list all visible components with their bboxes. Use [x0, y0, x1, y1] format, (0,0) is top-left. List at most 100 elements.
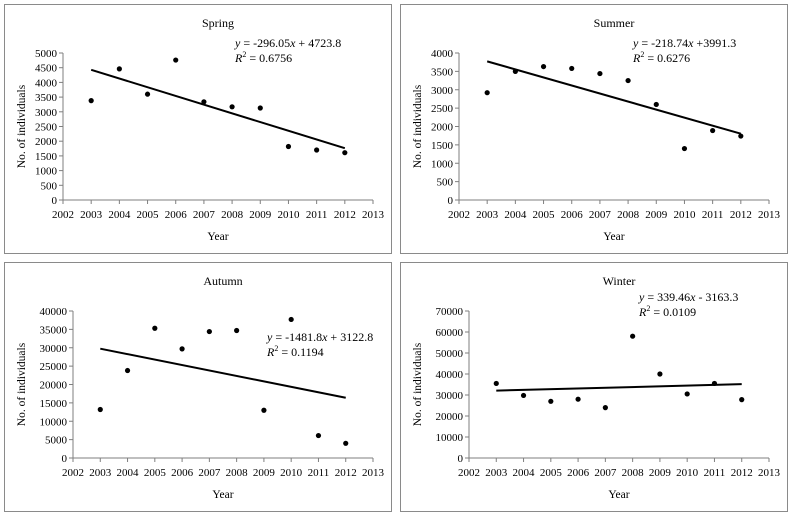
- x-tick-label-2007: 2007: [198, 467, 221, 479]
- x-tick-label-2011: 2011: [704, 467, 726, 479]
- y-tick-label-3500: 3500: [431, 66, 454, 78]
- y-tick-label-2000: 2000: [431, 122, 454, 134]
- r-squared: R2 = 0.6756: [234, 50, 292, 65]
- y-tick-label-1500: 1500: [35, 151, 58, 163]
- equation-intercept: - 3163.3: [695, 290, 738, 304]
- trendline: [496, 383, 742, 392]
- chart-autumn: Autumn 0 5000 10000 15000 20000 25000 30000 3500…: [16, 274, 385, 501]
- data-point-2009: [657, 371, 663, 377]
- y-tick-label-20000: 20000: [436, 411, 464, 423]
- x-tick-label-2005: 2005: [144, 467, 167, 479]
- x-tick-label-2012: 2012: [335, 467, 357, 479]
- data-point-2010: [684, 391, 690, 397]
- y-axis-label: No. of individuals: [412, 342, 424, 426]
- x-tick-label-2010: 2010: [280, 467, 303, 479]
- x-axis-label: Year: [608, 489, 629, 501]
- chart-title: Autumn: [203, 274, 242, 288]
- r-superscript: 2: [242, 50, 246, 59]
- equation-slope: = -296.05: [240, 36, 290, 50]
- data-point-2007: [201, 99, 207, 105]
- chart-title: Winter: [603, 274, 636, 288]
- x-tick-label-2003: 2003: [485, 467, 508, 479]
- data-point-2007: [597, 70, 603, 77]
- x-tick-label-2013: 2013: [758, 467, 781, 479]
- r-value: = 0.6276: [644, 51, 690, 65]
- equation-y: y: [266, 330, 273, 344]
- y-tick-label-0: 0: [458, 453, 464, 465]
- trendline-equation: y = 339.46x - 3163.3: [638, 290, 738, 304]
- x-tick-label-2013: 2013: [758, 209, 781, 221]
- x-tick-label-2005: 2005: [540, 467, 563, 479]
- equation-slope: = -218.74: [638, 36, 688, 50]
- equation-y: y: [234, 36, 241, 50]
- data-point-2005: [540, 63, 547, 70]
- r-symbol: R: [266, 345, 275, 359]
- data-point-2012: [342, 150, 348, 156]
- data-point-2008: [630, 333, 636, 339]
- y-tick-label-25000: 25000: [40, 361, 68, 373]
- x-tick-label-2004: 2004: [513, 467, 536, 479]
- trendline-equation: y = -1481.8x + 3122.8: [266, 330, 373, 344]
- x-tick-label-2007: 2007: [589, 209, 612, 221]
- y-tick-label-3000: 3000: [35, 107, 58, 119]
- x-tick-label-2002: 2002: [458, 467, 480, 479]
- y-tick-label-40000: 40000: [40, 306, 68, 318]
- y-tick-label-4000: 4000: [431, 48, 454, 60]
- data-point-2007: [602, 405, 608, 411]
- equation-x: x: [289, 36, 296, 50]
- data-point-2008: [229, 104, 235, 110]
- y-tick-label-15000: 15000: [40, 398, 68, 410]
- x-tick-label-2012: 2012: [731, 467, 753, 479]
- y-tick-label-0: 0: [448, 195, 454, 207]
- x-tick-label-2013: 2013: [362, 209, 385, 221]
- data-point-2004: [520, 392, 527, 399]
- r-value: = 0.1194: [278, 345, 323, 359]
- data-point-2007: [206, 328, 212, 335]
- data-point-2003: [493, 380, 499, 387]
- x-tick-label-2007: 2007: [193, 209, 216, 221]
- chart-title: Summer: [594, 16, 635, 30]
- y-tick-label-500: 500: [437, 177, 454, 189]
- y-tick-label-0: 0: [62, 453, 68, 465]
- y-tick-label-1000: 1000: [431, 158, 454, 170]
- chart-spring: Spring 0 500 1000 1500 2000 2500 3000 3500 4000 45…: [16, 16, 385, 243]
- x-tick-label-2006: 2006: [171, 467, 194, 479]
- x-tick-label-2010: 2010: [673, 209, 696, 221]
- data-point-2011: [710, 127, 716, 134]
- x-tick-label-2007: 2007: [594, 467, 617, 479]
- chart-panel-autumn: Autumn 0 5000 10000 15000 20000 25000 30000 3500…: [4, 262, 392, 512]
- chart-panel-winter: Winter 0 10000 20000 30000 40000 50000 60000 700…: [400, 262, 788, 512]
- data-point-2005: [548, 398, 554, 404]
- data-point-2006: [173, 57, 179, 63]
- chart-panel-spring: Spring 0 500 1000 1500 2000 2500 3000 3500 4000 45…: [4, 4, 392, 254]
- r-squared: R2 = 0.1194: [266, 344, 324, 359]
- x-tick-label-2012: 2012: [334, 209, 356, 221]
- trendline: [90, 68, 346, 150]
- y-tick-label-5000: 5000: [45, 435, 68, 447]
- data-point-2006: [179, 346, 185, 352]
- x-tick-label-2002: 2002: [62, 467, 84, 479]
- data-point-2003: [88, 98, 94, 104]
- chart-summer: Summer 0 500 1000 1500 2000 2500 3000 3500 4000 20…: [412, 16, 781, 243]
- y-axis-label: No. of individuals: [412, 84, 424, 168]
- x-tick-label-2005: 2005: [533, 209, 556, 221]
- y-tick-label-40000: 40000: [436, 369, 464, 381]
- x-tick-label-2011: 2011: [308, 467, 330, 479]
- equation-slope: = -1481.8: [272, 330, 322, 344]
- data-point-2003: [484, 90, 490, 96]
- y-tick-label-1500: 1500: [431, 140, 454, 152]
- x-axis-label: Year: [207, 231, 228, 243]
- x-tick-label-2006: 2006: [561, 209, 584, 221]
- x-axis-label: Year: [212, 489, 233, 501]
- y-tick-label-30000: 30000: [40, 343, 68, 355]
- data-point-2009: [257, 105, 263, 111]
- x-tick-label-2008: 2008: [617, 209, 640, 221]
- y-tick-label-30000: 30000: [436, 390, 464, 402]
- equation-intercept: + 3122.8: [327, 330, 373, 344]
- y-axis-label: No. of individuals: [16, 342, 28, 426]
- y-tick-label-2500: 2500: [35, 122, 58, 134]
- x-tick-label-2010: 2010: [676, 467, 699, 479]
- y-tick-label-10000: 10000: [436, 432, 464, 444]
- data-point-2012: [343, 440, 349, 446]
- x-tick-label-2009: 2009: [249, 209, 272, 221]
